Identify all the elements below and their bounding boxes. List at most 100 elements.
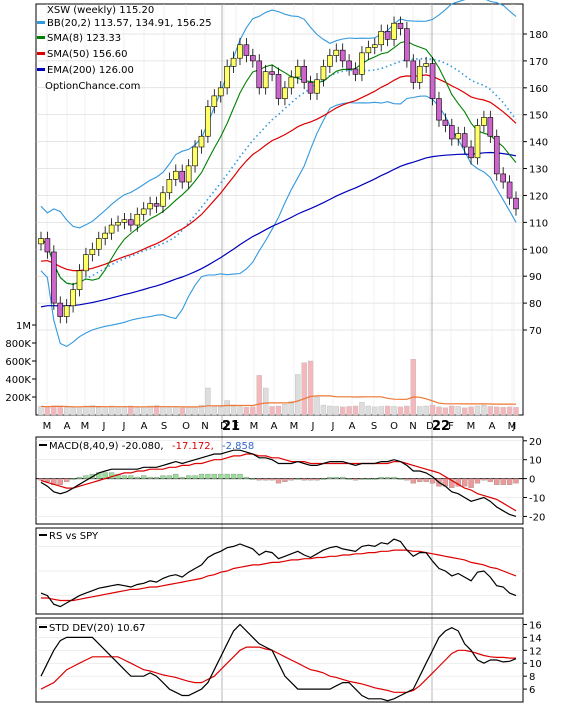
volume-bar xyxy=(494,406,500,416)
macd-histogram-bar xyxy=(166,475,173,479)
macd-histogram-bar xyxy=(237,473,243,479)
macd-histogram-bar xyxy=(333,476,339,479)
x-month-label: M xyxy=(81,421,90,432)
volume-bar xyxy=(211,406,218,416)
candle-body xyxy=(352,68,359,75)
volume-bar xyxy=(301,362,307,416)
macd-histogram-bar xyxy=(64,478,70,482)
volume-bar xyxy=(192,407,198,416)
rs-legend: RS vs SPY xyxy=(39,531,99,542)
candle-body xyxy=(455,133,462,140)
macd-histogram-bar xyxy=(506,478,513,485)
macd-histogram-bar xyxy=(372,478,378,480)
legend-sma50: SMA(50) 156.60 xyxy=(47,49,128,60)
volume-bar xyxy=(404,405,410,416)
macd-tick-label: -10 xyxy=(529,494,545,505)
candle-body xyxy=(153,203,160,207)
macd-histogram-bar xyxy=(288,478,294,481)
volume-bar xyxy=(224,400,230,416)
volume-bar xyxy=(429,404,436,416)
x-month-label: A xyxy=(141,421,148,432)
macd-histogram-bar xyxy=(153,476,160,479)
volume-bar xyxy=(474,405,481,416)
candle-body xyxy=(38,238,44,245)
macd-tick-label: 0 xyxy=(529,475,535,486)
macd-tick-label: 10 xyxy=(529,456,542,467)
macd-histogram-bar xyxy=(160,475,166,479)
legend-sma8: SMA(8) 123.33 xyxy=(47,33,121,44)
candle-body xyxy=(282,87,288,99)
candle-body xyxy=(404,28,410,62)
candle-body xyxy=(339,49,346,62)
volume-bar xyxy=(108,405,115,416)
candle-body xyxy=(423,63,429,67)
volume-bar xyxy=(461,407,468,416)
x-month-label: J xyxy=(512,421,516,432)
chart-title: XSW (weekly) 115.20 xyxy=(47,5,154,16)
x-month-label: J xyxy=(331,421,335,432)
volume-bar xyxy=(307,360,314,416)
stddev-y-axis: 16 14 12 10 8 6 xyxy=(523,620,542,696)
volume-tick-label: 600K xyxy=(5,357,31,368)
x-month-label: D xyxy=(426,421,434,432)
volume-bar xyxy=(70,407,76,416)
volume-bar xyxy=(339,406,346,416)
bollinger-upper-line xyxy=(40,0,517,229)
candle-body xyxy=(320,65,327,81)
macd-histogram-bar xyxy=(192,475,198,479)
macd-histogram-bar xyxy=(128,475,134,479)
candle-body xyxy=(436,98,442,121)
volume-bar xyxy=(391,406,397,416)
price-tick-label: 120 xyxy=(529,191,548,202)
volume-bar xyxy=(44,406,51,416)
x-month-label: M xyxy=(290,421,299,432)
volume-bar xyxy=(282,404,288,416)
macd-tick-label: -20 xyxy=(529,512,545,523)
macd-histogram-bar xyxy=(211,473,217,479)
sma50-line xyxy=(40,74,517,272)
price-tick-label: 160 xyxy=(529,84,548,95)
volume-bar xyxy=(121,407,128,416)
candle-body xyxy=(442,119,449,126)
volume-bar xyxy=(256,375,262,416)
candle-body xyxy=(294,65,301,78)
candle-body xyxy=(410,60,417,83)
candle-body xyxy=(166,179,173,194)
candle-body xyxy=(147,203,153,210)
volume-bar xyxy=(481,404,487,416)
macd-histogram-bar xyxy=(494,478,500,485)
volume-bar xyxy=(262,387,269,416)
volume-bar xyxy=(269,406,275,416)
volume-bar xyxy=(468,406,474,416)
price-tick-label: 80 xyxy=(529,299,542,310)
macd-histogram-bar xyxy=(263,478,269,481)
volume-bar xyxy=(205,387,211,416)
macd-signal-line xyxy=(40,453,517,512)
candle-body xyxy=(307,82,314,94)
candle-body xyxy=(493,135,500,175)
x-month-label: A xyxy=(489,421,496,432)
macd-histogram-bar xyxy=(250,478,256,480)
candle-body xyxy=(359,52,365,75)
macd-histogram-bar xyxy=(147,476,153,479)
macd-histogram-bar xyxy=(410,478,416,484)
candle-body xyxy=(179,170,186,183)
volume-tick-label: 800K xyxy=(5,339,31,350)
volume-bar xyxy=(185,406,192,416)
volume-bar xyxy=(115,406,121,416)
volume-average-line xyxy=(40,395,517,408)
candle-body xyxy=(243,44,250,56)
candle-body xyxy=(237,44,243,59)
macd-panel-frame xyxy=(35,436,524,525)
x-month-label: S xyxy=(371,421,377,432)
volume-bar xyxy=(384,405,391,416)
candle-body xyxy=(95,238,102,250)
candle-body xyxy=(449,125,455,140)
price-tick-label: 70 xyxy=(529,326,542,337)
candle-body xyxy=(217,87,224,97)
macd-histogram-bar xyxy=(340,476,346,479)
candle-body xyxy=(346,60,352,70)
volume-y-axis: 1M 800K 600K 400K 200K xyxy=(5,321,36,404)
volume-bar xyxy=(352,405,359,416)
